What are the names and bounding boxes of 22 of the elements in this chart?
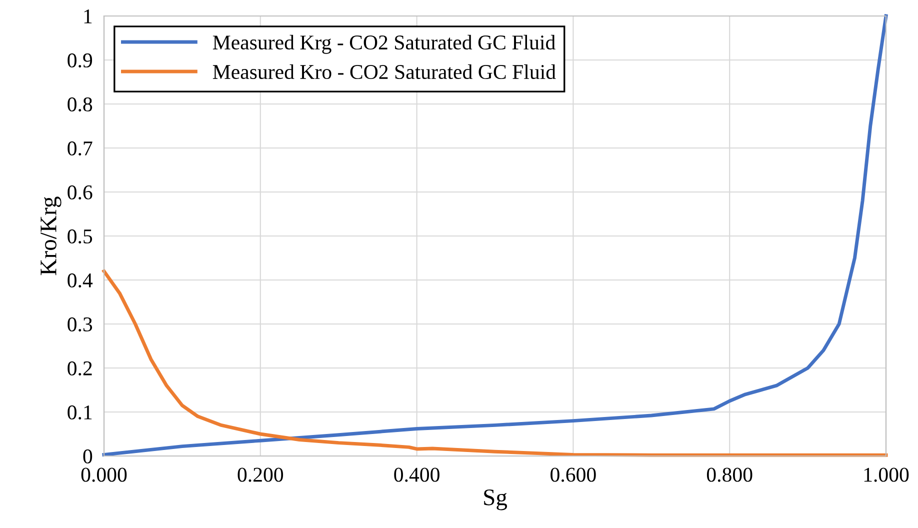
- x-tick-label: 0.600: [550, 468, 596, 482]
- legend-label: Measured Kro - CO2 Saturated GC Fluid: [212, 64, 556, 80]
- y-tick-label: 0.3: [68, 317, 92, 332]
- y-axis-title: Kro/Krg: [40, 196, 62, 276]
- y-tick-label: 0.1: [68, 405, 92, 420]
- x-axis-title: Sg: [484, 489, 508, 510]
- y-tick-label: 0.5: [68, 229, 92, 244]
- x-tick-label: 1.000: [864, 468, 909, 482]
- x-tick-label: 0.800: [706, 468, 752, 482]
- y-tick-label: 0.9: [68, 53, 92, 68]
- y-tick-label: 0.7: [68, 141, 92, 156]
- y-tick-label: 0.8: [68, 97, 92, 112]
- y-tick-label: 0: [83, 449, 92, 464]
- line-series: [102, 14, 888, 456]
- y-tick-label: 0.4: [68, 273, 93, 288]
- y-tick-label: 0.6: [68, 185, 92, 200]
- y-tick-label: 1: [84, 9, 92, 24]
- y-tick-label: 0.2: [68, 361, 92, 376]
- x-tick-label: 0.000: [81, 468, 127, 482]
- x-tick-label: 0.200: [238, 468, 284, 482]
- legend-label: Measured Krg - CO2 Saturated GC Fluid: [212, 34, 556, 54]
- x-tick-label: 0.400: [394, 468, 440, 482]
